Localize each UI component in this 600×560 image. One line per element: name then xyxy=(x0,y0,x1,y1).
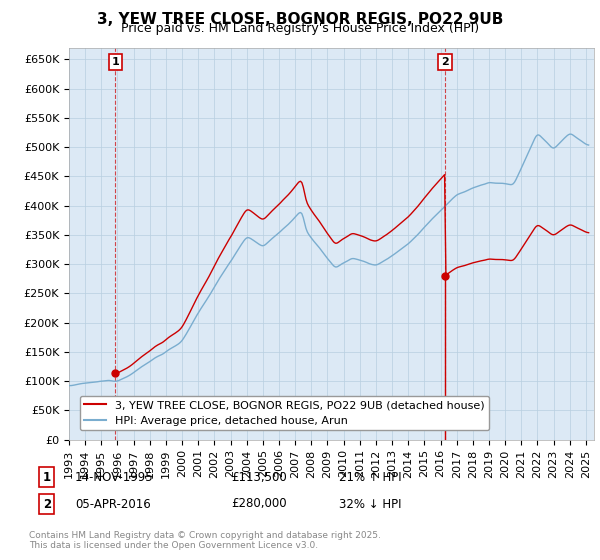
Text: 1: 1 xyxy=(112,57,119,67)
Text: Contains HM Land Registry data © Crown copyright and database right 2025.
This d: Contains HM Land Registry data © Crown c… xyxy=(29,530,380,550)
Text: 3, YEW TREE CLOSE, BOGNOR REGIS, PO22 9UB: 3, YEW TREE CLOSE, BOGNOR REGIS, PO22 9U… xyxy=(97,12,503,27)
Text: 32% ↓ HPI: 32% ↓ HPI xyxy=(339,497,401,511)
Text: £113,500: £113,500 xyxy=(231,470,287,484)
Text: 14-NOV-1995: 14-NOV-1995 xyxy=(75,470,154,484)
Text: 1: 1 xyxy=(43,470,51,484)
Text: 05-APR-2016: 05-APR-2016 xyxy=(75,497,151,511)
Text: 21% ↑ HPI: 21% ↑ HPI xyxy=(339,470,401,484)
Text: £280,000: £280,000 xyxy=(231,497,287,511)
Text: 2: 2 xyxy=(441,57,449,67)
Text: 2: 2 xyxy=(43,497,51,511)
Legend: 3, YEW TREE CLOSE, BOGNOR REGIS, PO22 9UB (detached house), HPI: Average price, : 3, YEW TREE CLOSE, BOGNOR REGIS, PO22 9U… xyxy=(80,396,490,430)
Text: Price paid vs. HM Land Registry's House Price Index (HPI): Price paid vs. HM Land Registry's House … xyxy=(121,22,479,35)
